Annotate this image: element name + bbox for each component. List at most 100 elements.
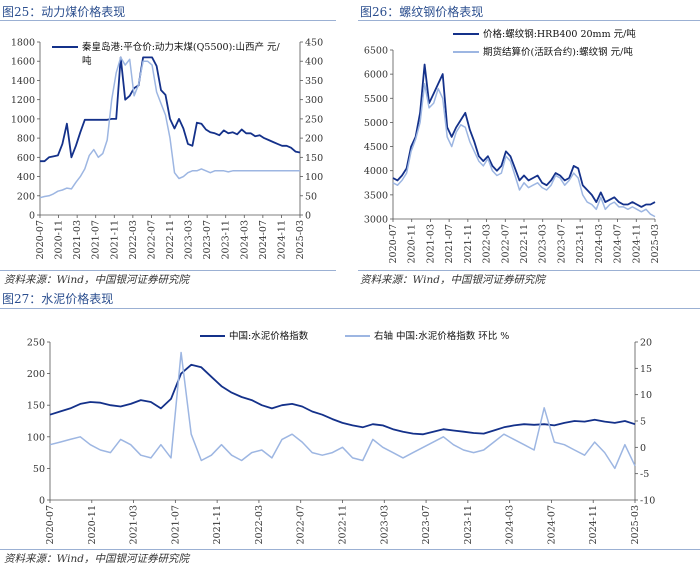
x-tick-label: 2021-11 <box>109 220 120 259</box>
series-line-cement-0 <box>49 363 636 436</box>
y-tick-label-left: 1800 <box>11 38 35 49</box>
x-tick-label: 2021-11 <box>212 505 223 544</box>
x-tick-label: 2024-03 <box>239 220 250 259</box>
fig26-title-rule <box>358 20 700 21</box>
fig27-title-rule <box>0 308 700 309</box>
y-tick-label-right: 50 <box>305 191 317 202</box>
x-tick-label: 2022-11 <box>165 220 176 259</box>
rebar-price-chart: 3000 3500 4000 4500 5000 5500 6000 6500 2020-07 2… <box>364 28 661 263</box>
x-tick-label: 2023-11 <box>463 505 474 544</box>
y-tick-label-right: 15 <box>640 364 652 375</box>
fig26-caption: 图26：螺纹钢价格表现 <box>360 5 484 19</box>
y-tick-label-left: 200 <box>17 191 35 202</box>
x-tick-label: 2024-11 <box>631 224 642 263</box>
fig25-source: 资料来源：Wind，中国银河证券研究院 <box>4 274 189 286</box>
fig26-source-rule <box>358 270 700 271</box>
x-tick-label: 2020-07 <box>35 220 46 259</box>
y-tick-label-right: 150 <box>305 153 323 164</box>
y-tick-label-left: 150 <box>27 401 45 412</box>
x-tick-label: 2023-03 <box>538 224 549 263</box>
x-tick-label: 2021-03 <box>425 224 436 263</box>
cement-price-chart: 0 50 100 150 200 250 -10 -5 0 5 10 15 20 2020-07 2020-… <box>27 330 655 544</box>
y-tick-label-left: 3000 <box>364 215 388 226</box>
x-tick-label: 2024-03 <box>505 505 516 544</box>
fig25-caption: 图25：动力煤价格表现 <box>2 5 126 19</box>
y-tick-label-right: 0 <box>305 211 311 222</box>
y-tick-label-right: 10 <box>640 390 652 401</box>
coal-price-chart: 0 200 400 600 800 1000 1200 1400 1600 1800 0 50 100 1… <box>11 38 323 260</box>
x-tick-label: 2021-11 <box>463 224 474 263</box>
y-tick-label-right: 350 <box>305 76 323 87</box>
x-tick-label: 2024-11 <box>588 505 599 544</box>
series-line-cement-1 <box>49 351 636 470</box>
x-tick-label: 2022-03 <box>128 220 139 259</box>
y-tick-label-right: 0 <box>640 443 646 454</box>
y-tick-label-left: 5500 <box>364 94 388 105</box>
x-tick-label: 2024-11 <box>276 220 287 259</box>
y-tick-label-right: 450 <box>305 38 323 49</box>
legend-label-1: 期货结算价(活跃合约):螺纹钢 元/吨 <box>483 46 633 58</box>
y-tick-label-left: 600 <box>17 153 35 164</box>
x-tick-label: 2022-07 <box>146 220 157 259</box>
series-line-coal-1 <box>39 56 300 199</box>
x-tick-label: 2023-11 <box>221 220 232 259</box>
y-tick-label-right: 100 <box>305 172 323 183</box>
legend-label-0: 中国:水泥价格指数 <box>229 330 309 342</box>
legend-label-1: 右轴 中国:水泥价格指数 环比 % <box>374 330 509 342</box>
y-tick-label-right: 400 <box>305 57 323 68</box>
y-tick-label-left: 250 <box>27 338 45 349</box>
fig27-caption: 图27：水泥价格表现 <box>2 292 114 306</box>
x-tick-label: 2025-03 <box>630 505 641 544</box>
x-tick-label: 2021-03 <box>129 505 140 544</box>
y-tick-label-left: 800 <box>17 134 35 145</box>
y-tick-label-left: 0 <box>39 496 45 507</box>
x-tick-label: 2021-07 <box>170 505 181 544</box>
x-tick-label: 2020-07 <box>45 505 56 544</box>
x-tick-label: 2024-07 <box>613 224 624 263</box>
series-line-coal-0 <box>40 56 301 163</box>
x-tick-label: 2020-11 <box>87 505 98 544</box>
y-tick-label-right: 300 <box>305 95 323 106</box>
y-tick-label-left: 50 <box>33 464 45 475</box>
x-tick-label: 2022-03 <box>482 224 493 263</box>
x-tick-label: 2025-03 <box>295 220 306 259</box>
x-tick-label: 2024-03 <box>594 224 605 263</box>
y-tick-label-left: 200 <box>27 369 45 380</box>
x-tick-label: 2022-03 <box>254 505 265 544</box>
y-tick-label-right: -10 <box>640 496 655 507</box>
legend-label-0: 价格:螺纹钢:HRB400 20mm 元/吨 <box>483 28 636 40</box>
y-tick-label-right: -5 <box>640 469 649 480</box>
x-tick-label: 2025-03 <box>650 224 661 263</box>
x-tick-label: 2024-07 <box>258 220 269 259</box>
x-tick-label: 2021-07 <box>91 220 102 259</box>
y-tick-label-left: 1200 <box>11 95 35 106</box>
x-tick-label: 2023-07 <box>421 505 432 544</box>
y-tick-label-right: 250 <box>305 114 323 125</box>
y-tick-label-right: 200 <box>305 134 323 145</box>
x-tick-label: 2020-11 <box>54 220 65 259</box>
y-tick-label-left: 100 <box>27 432 45 443</box>
x-tick-label: 2020-07 <box>388 224 399 263</box>
x-tick-label: 2022-11 <box>519 224 530 263</box>
y-tick-label-left: 1000 <box>11 114 35 125</box>
fig25-source-rule <box>0 270 336 271</box>
y-tick-label-left: 1400 <box>11 76 35 87</box>
x-tick-label: 2024-07 <box>546 505 557 544</box>
series-line-rebar-0 <box>392 63 656 208</box>
series-line-rebar-1 <box>392 83 656 218</box>
x-tick-label: 2023-03 <box>379 505 390 544</box>
fig25-title-rule <box>0 20 336 21</box>
fig27-source: 资料来源：Wind，中国银河证券研究院 <box>4 553 189 565</box>
x-tick-label: 2022-11 <box>338 505 349 544</box>
legend-label-0-line1: 秦皇岛港:平仓价:动力末煤(Q5500):山西产 元/ <box>82 41 280 53</box>
y-tick-label-left: 0 <box>29 211 35 222</box>
x-tick-label: 2020-11 <box>407 224 418 263</box>
y-tick-label-left: 1600 <box>11 57 35 68</box>
x-tick-label: 2022-07 <box>296 505 307 544</box>
y-tick-label-right: 20 <box>640 338 652 349</box>
x-tick-label: 2021-07 <box>444 224 455 263</box>
y-tick-label-left: 4500 <box>364 142 388 153</box>
y-tick-label-left: 400 <box>17 172 35 183</box>
fig26-source: 资料来源：Wind，中国银河证券研究院 <box>360 274 545 286</box>
y-tick-label-left: 6000 <box>364 70 388 81</box>
